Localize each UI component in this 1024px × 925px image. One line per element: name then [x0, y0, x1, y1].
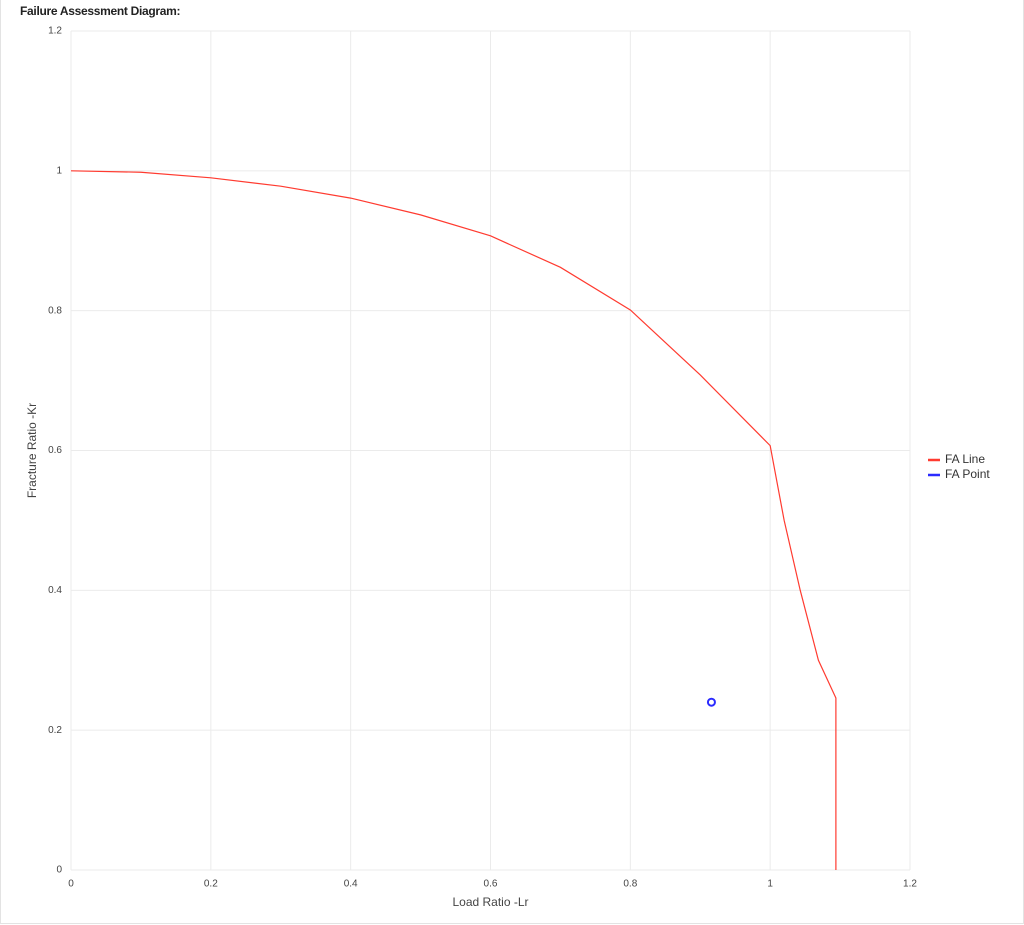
x-tick-label: 0.2	[204, 879, 218, 890]
fa-line	[70, 170, 837, 870]
y-tick-label: 0.8	[48, 305, 62, 316]
x-tick-label: 0.8	[623, 879, 637, 890]
y-tick-label: 1	[56, 165, 62, 176]
legend-label: FA Line	[945, 452, 985, 466]
y-tick-label: 0.6	[48, 445, 62, 456]
y-tick-label: 0.2	[48, 725, 62, 736]
x-tick-label: 0.6	[484, 879, 498, 890]
x-tick-label: 0	[68, 879, 74, 890]
y-tick-label: 1.2	[48, 26, 62, 37]
x-tick-label: 1	[767, 879, 773, 890]
x-axis-title: Load Ratio -Lr	[452, 895, 528, 909]
x-tick-label: 1.2	[903, 879, 917, 890]
x-tick-label: 0.4	[344, 879, 358, 890]
chart-title: Failure Assessment Diagram:	[20, 4, 181, 18]
y-tick-label: 0.4	[48, 585, 62, 596]
y-tick-label: 0	[56, 865, 62, 876]
y-axis-title: Fracture Ratio -Kr	[25, 403, 39, 498]
legend-label: FA Point	[945, 467, 990, 481]
fa-point	[706, 697, 716, 707]
